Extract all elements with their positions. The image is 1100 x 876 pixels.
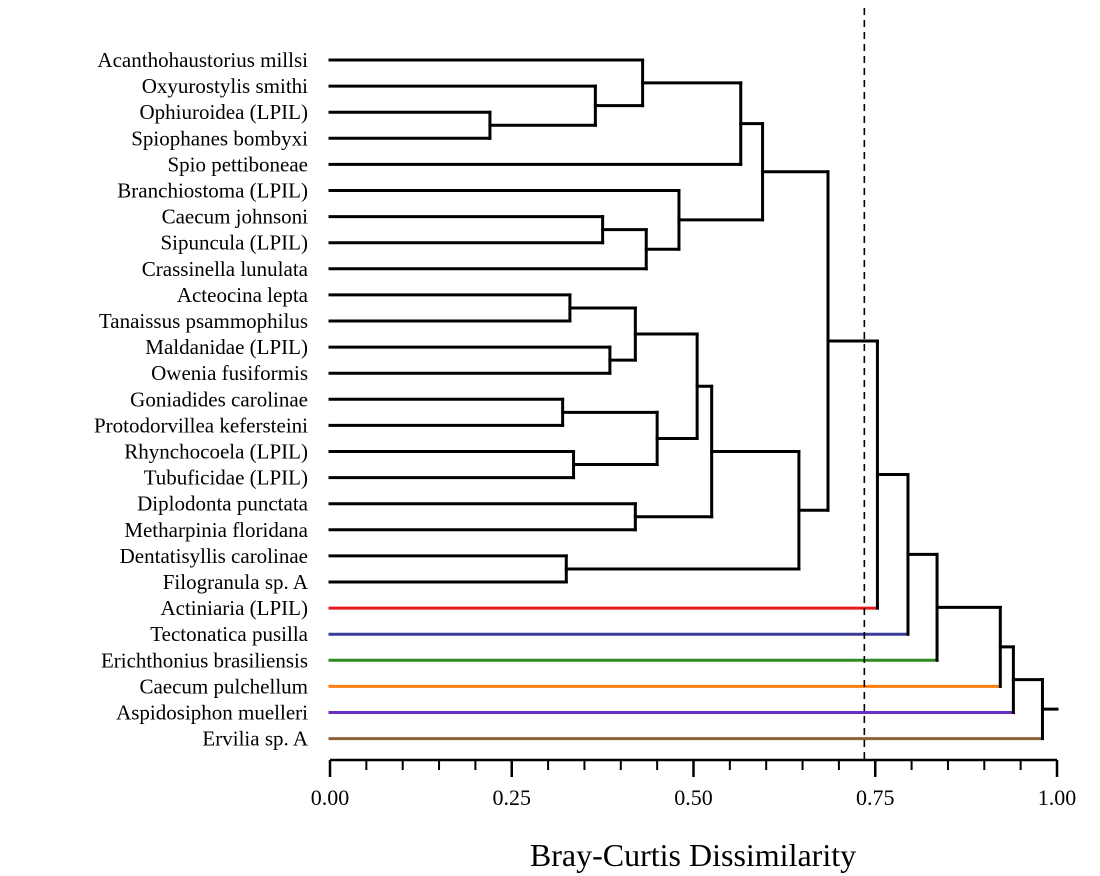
leaf-label: Tectonatica pusilla: [150, 622, 308, 646]
leaf-label: Tubuficidae (LPIL): [144, 466, 308, 490]
leaf-label: Acteocina lepta: [177, 283, 309, 307]
leaf-label: Metharpinia floridana: [124, 518, 308, 542]
leaf-label: Crassinella lunulata: [142, 257, 309, 281]
leaf-label: Caecum pulchellum: [139, 674, 308, 698]
leaf-label: Maldanidae (LPIL): [145, 335, 308, 359]
leaf-label: Protodorvillea kefersteini: [94, 413, 308, 437]
leaf-label: Caecum johnsoni: [162, 205, 309, 229]
leaf-label: Aspidosiphon muelleri: [116, 701, 308, 725]
leaf-label: Diplodonta punctata: [137, 492, 309, 516]
leaf-label: Spiophanes bombyxi: [131, 126, 308, 150]
leaf-label: Ophiuroidea (LPIL): [139, 100, 308, 124]
x-tick-label: 1.00: [1038, 785, 1077, 810]
leaf-label: Tanaissus psammophilus: [99, 309, 308, 333]
leaf-label: Rhynchocoela (LPIL): [124, 440, 308, 464]
leaf-label: Sipuncula (LPIL): [160, 231, 308, 255]
leaf-label: Goniadides carolinae: [130, 387, 308, 411]
dendrogram-links: [328, 58, 1059, 741]
leaf-label: Oxyurostylis smithi: [142, 74, 308, 98]
leaf-label: Filogranula sp. A: [163, 570, 309, 594]
leaf-label: Acanthohaustorius millsi: [97, 48, 308, 72]
leaf-label: Branchiostoma (LPIL): [117, 179, 308, 203]
leaf-label: Actiniaria (LPIL): [160, 596, 308, 620]
leaf-label: Spio pettiboneae: [167, 152, 308, 176]
x-axis: 0.00 0.25 0.50 0.75 1.00: [311, 758, 1077, 810]
leaf-label: Ervilia sp. A: [202, 727, 308, 751]
x-tick-label: 0.25: [493, 785, 532, 810]
leaf-label: Owenia fusiformis: [151, 361, 308, 385]
x-tick-label: 0.50: [674, 785, 713, 810]
x-tick-label: 0.75: [856, 785, 895, 810]
x-axis-title: Bray-Curtis Dissimilarity: [530, 837, 856, 873]
leaf-label: Erichthonius brasiliensis: [101, 648, 308, 672]
x-tick-label: 0.00: [311, 785, 350, 810]
leaf-label: Dentatisyllis carolinae: [120, 544, 308, 568]
